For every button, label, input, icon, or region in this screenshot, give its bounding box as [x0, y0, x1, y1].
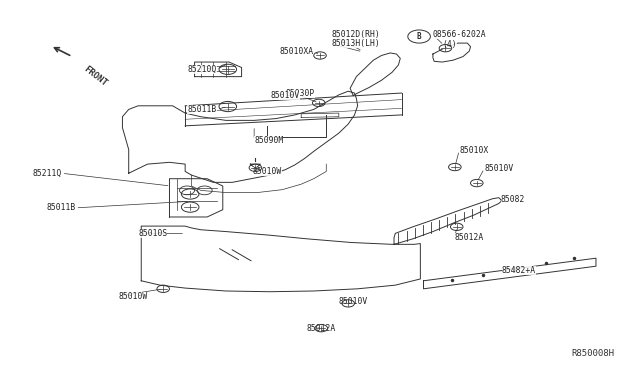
Text: 85012D(RH): 85012D(RH) [332, 30, 380, 39]
Text: 85011B: 85011B [46, 203, 76, 212]
Text: 85030P: 85030P [285, 89, 315, 97]
Text: R850008H: R850008H [572, 349, 615, 358]
Text: FRONT: FRONT [82, 65, 108, 89]
Text: 85012A: 85012A [306, 324, 335, 333]
Text: 85082: 85082 [500, 195, 525, 204]
Text: 85010V: 85010V [484, 164, 513, 173]
Text: (4): (4) [442, 40, 457, 49]
Text: 85211Q: 85211Q [33, 169, 61, 178]
Text: 85010V: 85010V [339, 298, 368, 307]
Text: 85010W: 85010W [252, 167, 282, 176]
Text: 85482+A: 85482+A [502, 266, 536, 275]
Text: 85013H(LH): 85013H(LH) [332, 39, 380, 48]
Text: 85010W: 85010W [118, 292, 147, 301]
Text: 85010S: 85010S [138, 229, 168, 238]
Text: 08566-6202A: 08566-6202A [433, 30, 486, 39]
Text: 85010X: 85010X [460, 146, 488, 155]
Text: 85090M: 85090M [254, 136, 284, 145]
Text: 85010V: 85010V [271, 91, 300, 100]
Text: B: B [417, 32, 421, 41]
Text: 85012A: 85012A [455, 233, 484, 242]
Text: 85210Q: 85210Q [188, 65, 216, 74]
Text: 85010XA: 85010XA [280, 46, 314, 55]
Text: 85011B: 85011B [188, 105, 216, 114]
